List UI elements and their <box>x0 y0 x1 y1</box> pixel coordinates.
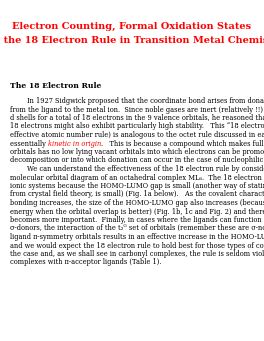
Text: bonding increases, the size of the HOMO-LUMO gap also increases (because eᶜ* is : bonding increases, the size of the HOMO-… <box>10 199 264 207</box>
Text: decomposition or into which donation can occur in the case of nucleophilic attac: decomposition or into which donation can… <box>10 157 264 164</box>
Text: The 18 Electron Rule: The 18 Electron Rule <box>10 82 101 90</box>
Text: the case and, as we shall see in carbonyl complexes, the rule is seldom violated: the case and, as we shall see in carbony… <box>10 250 264 258</box>
Text: becomes more important.  Finally, in cases where the ligands can function as π-a: becomes more important. Finally, in case… <box>10 216 264 224</box>
Text: ligand π-symmetry orbitals results in an effective increase in the HOMO-LUMO gap: ligand π-symmetry orbitals results in an… <box>10 233 264 241</box>
Text: Electron Counting, Formal Oxidation States: Electron Counting, Formal Oxidation Stat… <box>12 22 252 31</box>
Text: and the 18 Electron Rule in Transition Metal Chemistry: and the 18 Electron Rule in Transition M… <box>0 36 264 45</box>
Text: from the ligand to the metal ion.  Since noble gases are inert (relatively !!) a: from the ligand to the metal ion. Since … <box>10 105 264 114</box>
Text: kinetic in origin: kinetic in origin <box>48 139 101 148</box>
Text: energy when the orbital overlap is better) (Fig. 1b, 1c and Fig. 2) and therefor: energy when the orbital overlap is bette… <box>10 208 264 216</box>
Text: d shells for a total of 18 electrons in the 9 valence orbitals, he reasoned that: d shells for a total of 18 electrons in … <box>10 114 264 122</box>
Text: and we would expect the 18 electron rule to hold best for those types of complex: and we would expect the 18 electron rule… <box>10 241 264 250</box>
Text: from crystal field theory, is small) (Fig. 1a below).   As the covalent characte: from crystal field theory, is small) (Fi… <box>10 191 264 198</box>
Text: In 1927 Sidgwick proposed that the coordinate bond arises from donation of an el: In 1927 Sidgwick proposed that the coord… <box>10 97 264 105</box>
Text: We can understand the effectiveness of the 18 electron rule by considering the s: We can understand the effectiveness of t… <box>10 165 264 173</box>
Text: 18 electrons might also exhibit particularly high stability.   This “18 electron: 18 electrons might also exhibit particul… <box>10 122 264 131</box>
Text: .   This is because a compound which makes full use of its valence: . This is because a compound which makes… <box>101 139 264 148</box>
Text: effective atomic number rule) is analogous to the octet rule discussed in earlie: effective atomic number rule) is analogo… <box>10 131 264 139</box>
Text: molecular orbital diagram of an octahedral complex ML₆.  The 18 electron rule is: molecular orbital diagram of an octahedr… <box>10 174 264 181</box>
Text: ionic systems because the HOMO-LUMO gap is small (another way of stating this is: ionic systems because the HOMO-LUMO gap … <box>10 182 264 190</box>
Text: σ-donors, the interaction of the t₂ᴳ set of orbitals (remember these are σ-nonbo: σ-donors, the interaction of the t₂ᴳ set… <box>10 224 264 233</box>
Text: essentially: essentially <box>10 139 48 148</box>
Text: complexes with π-acceptor ligands (Table 1).: complexes with π-acceptor ligands (Table… <box>10 258 162 267</box>
Text: orbitals has no low lying vacant orbitals into which electrons can be promoted t: orbitals has no low lying vacant orbital… <box>10 148 264 156</box>
